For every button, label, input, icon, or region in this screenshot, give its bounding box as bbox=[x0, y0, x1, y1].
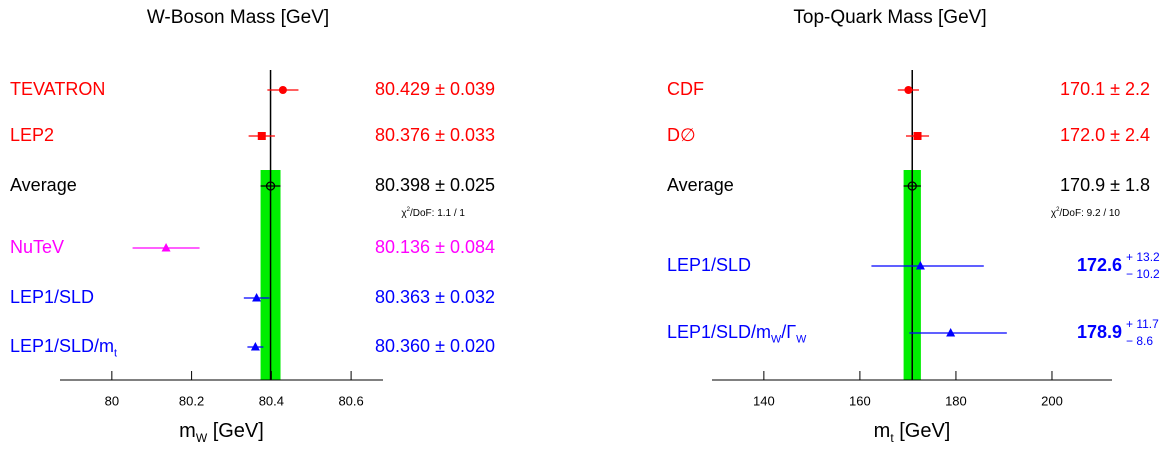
x-tick-label: 80 bbox=[105, 393, 119, 408]
marker bbox=[913, 132, 922, 140]
x-tick-label: 200 bbox=[1041, 393, 1063, 408]
label: LEP2 bbox=[10, 125, 54, 145]
plus-label: + 11.7 bbox=[1126, 317, 1159, 331]
label: χ2/DoF: 9.2 / 10 bbox=[1051, 207, 1121, 219]
x-tick-label: 80.6 bbox=[338, 393, 363, 408]
minus-label: − 10.2 bbox=[1126, 267, 1160, 281]
script: W bbox=[196, 431, 208, 445]
label: mt [GeV] bbox=[874, 420, 951, 445]
panel-title: Top-Quark Mass [GeV] bbox=[793, 7, 986, 28]
label: D∅ bbox=[667, 125, 696, 145]
marker bbox=[250, 342, 260, 351]
value-label: 80.376 ± 0.033 bbox=[375, 125, 495, 145]
marker bbox=[265, 181, 276, 191]
text-part: /DoF: 1.1 / 1 bbox=[410, 208, 465, 219]
text-part: NuTeV bbox=[10, 237, 64, 257]
value-label: 178.9 bbox=[1077, 322, 1122, 342]
text-part: CDF bbox=[667, 79, 704, 99]
marker bbox=[907, 181, 917, 191]
marker bbox=[946, 328, 956, 337]
value-label: 172.6 bbox=[1077, 255, 1122, 275]
text-part: χ bbox=[1051, 208, 1057, 219]
text-part: TEVATRON bbox=[10, 79, 105, 99]
label: χ2/DoF: 1.1 / 1 bbox=[401, 207, 465, 219]
minus-label: − 8.6 bbox=[1126, 334, 1153, 348]
label: LEP1/SLD bbox=[667, 255, 751, 275]
text-part: m bbox=[179, 420, 196, 442]
panel-title: W-Boson Mass [GeV] bbox=[147, 7, 329, 28]
text-part: /DoF: 9.2 / 10 bbox=[1059, 208, 1120, 219]
text-part: /Γ bbox=[781, 322, 796, 342]
marker bbox=[278, 86, 287, 94]
value-label: 172.0 ± 2.4 bbox=[1060, 125, 1150, 145]
label: LEP1/SLD/mW/ΓW bbox=[667, 322, 807, 345]
text-part: Average bbox=[10, 175, 77, 195]
value-label: 80.360 ± 0.020 bbox=[375, 336, 495, 356]
label: CDF bbox=[667, 79, 704, 99]
text-part: Average bbox=[667, 175, 734, 195]
text-part: LEP1/SLD/m bbox=[10, 336, 114, 356]
x-tick-label: 160 bbox=[849, 393, 871, 408]
value-label: 80.398 ± 0.025 bbox=[375, 175, 495, 195]
value-label: 80.363 ± 0.032 bbox=[375, 287, 495, 307]
label: LEP1/SLD bbox=[10, 287, 94, 307]
text-part: LEP1/SLD/m bbox=[667, 322, 771, 342]
x-tick-label: 80.2 bbox=[179, 393, 204, 408]
label: mW [GeV] bbox=[179, 420, 264, 445]
value-label: 170.1 ± 2.2 bbox=[1060, 79, 1150, 99]
x-tick-label: 180 bbox=[945, 393, 967, 408]
text-part: LEP2 bbox=[10, 125, 54, 145]
plus-label: + 13.2 bbox=[1126, 250, 1160, 264]
script: 2 bbox=[1056, 207, 1060, 213]
value-label: 170.9 ± 1.8 bbox=[1060, 175, 1150, 195]
x-tick-label: 80.4 bbox=[259, 393, 284, 408]
text-part: [GeV] bbox=[894, 420, 951, 442]
script: W bbox=[796, 333, 807, 345]
text-part: LEP1/SLD bbox=[667, 255, 751, 275]
script: t bbox=[890, 431, 894, 445]
text-part: χ bbox=[401, 208, 407, 219]
x-tick-label: 140 bbox=[753, 393, 775, 408]
marker bbox=[252, 293, 262, 302]
label: NuTeV bbox=[10, 237, 64, 257]
script: 2 bbox=[407, 207, 411, 213]
script: t bbox=[114, 347, 117, 359]
text-part: D∅ bbox=[667, 125, 696, 145]
value-label: 80.429 ± 0.039 bbox=[375, 79, 495, 99]
script: W bbox=[771, 333, 782, 345]
label: LEP1/SLD/mt bbox=[10, 336, 117, 359]
marker bbox=[904, 86, 913, 94]
text-part: [GeV] bbox=[207, 420, 264, 442]
marker bbox=[915, 261, 925, 270]
label: Average bbox=[10, 175, 77, 195]
label: TEVATRON bbox=[10, 79, 105, 99]
marker bbox=[257, 132, 266, 140]
marker bbox=[161, 243, 171, 252]
label: Average bbox=[667, 175, 734, 195]
value-label: 80.136 ± 0.084 bbox=[375, 237, 495, 257]
text-part: m bbox=[874, 420, 891, 442]
text-part: LEP1/SLD bbox=[10, 287, 94, 307]
